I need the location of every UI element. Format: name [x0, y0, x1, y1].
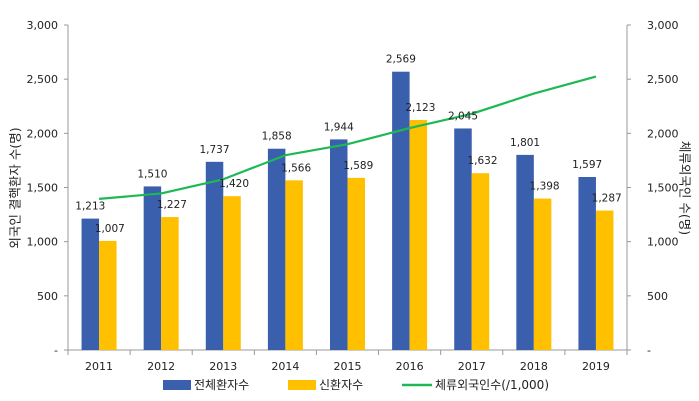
bar-total — [578, 176, 596, 350]
x-tick-label: 2014 — [271, 360, 299, 373]
bar-total — [454, 128, 472, 350]
data-label-total: 1,801 — [510, 137, 540, 149]
bar-new — [409, 120, 428, 350]
data-label-new: 1,287 — [592, 193, 622, 205]
data-label-total: 1,213 — [75, 201, 105, 213]
data-label-new: 1,566 — [281, 162, 311, 174]
data-label-total: 1,858 — [262, 131, 292, 143]
x-tick-label: 2012 — [147, 360, 175, 373]
data-label-total: 2,569 — [386, 54, 416, 66]
y-right-tick-label: 2,000 — [647, 127, 679, 140]
bar-new — [595, 210, 614, 350]
x-tick-label: 2019 — [582, 360, 610, 373]
bar-total — [143, 186, 162, 350]
x-tick-label: 2016 — [396, 360, 424, 373]
bar-total — [267, 148, 286, 350]
x-tick-label: 2018 — [520, 360, 548, 373]
line-foreigners — [98, 75, 597, 200]
y-left-tick-label: 3,000 — [27, 19, 59, 32]
bar-new — [99, 240, 117, 350]
legend-swatch-new — [288, 380, 316, 390]
data-label-new: 1,420 — [219, 178, 249, 190]
bar-new — [223, 196, 241, 350]
y-left-tick-label: 500 — [37, 290, 58, 303]
bar-total — [330, 139, 348, 350]
y-left-tick-label: - — [54, 344, 58, 357]
y-left-tick-label: 2,000 — [27, 127, 59, 140]
data-labels: 1,213 1,007 1,510 1,227 1,737 1,420 1,858 1,566… — [75, 54, 621, 235]
y-right-tick-label: - — [647, 344, 651, 357]
y-right-tick-label: 3,000 — [647, 19, 679, 32]
data-label-new: 1,227 — [157, 199, 187, 211]
bar-new — [161, 217, 179, 350]
bar-total — [205, 161, 224, 350]
y-axis-left-title: 외국인 결핵환자 수(명) — [8, 127, 23, 248]
data-label-new: 1,007 — [95, 223, 125, 235]
y-right-tick-label: 2,500 — [647, 73, 679, 86]
bar-new — [533, 198, 552, 350]
legend-label-new: 신환자수 — [319, 378, 363, 392]
data-label-total: 2,045 — [448, 110, 478, 122]
data-label-total: 1,737 — [199, 144, 229, 156]
axes: - 500 1,000 1,500 2,000 2,500 3,000 - 500 1,000 1,… — [27, 19, 679, 373]
y-axis-right-title: 체류외국인 수(명) — [678, 141, 693, 235]
bar-total — [516, 154, 534, 350]
data-label-total: 1,597 — [572, 159, 602, 171]
legend-label-foreigners: 체류외국인수(/1,000) — [435, 378, 549, 392]
data-label-new: 1,632 — [467, 155, 497, 167]
data-label-new: 1,589 — [343, 160, 373, 172]
legend: 전체환자수 신환자수 체류외국인수(/1,000) — [163, 378, 549, 392]
bar-new — [471, 173, 490, 350]
x-tick-label: 2011 — [85, 360, 113, 373]
y-right-tick-label: 500 — [647, 290, 668, 303]
x-tick-label: 2013 — [209, 360, 237, 373]
x-tick-label: 2015 — [334, 360, 362, 373]
data-label-total: 1,944 — [324, 121, 354, 133]
y-left-tick-label: 2,500 — [27, 73, 59, 86]
y-left-tick-label: 1,500 — [27, 182, 59, 195]
bars — [81, 71, 614, 351]
bar-new — [285, 180, 303, 350]
data-label-total: 1,510 — [137, 168, 167, 180]
bar-new — [347, 177, 365, 350]
bar-total — [392, 71, 410, 351]
data-label-new: 1,398 — [530, 181, 560, 193]
y-right-tick-label: 1,000 — [647, 236, 679, 249]
y-right-tick-label: 1,500 — [647, 182, 679, 195]
legend-label-total: 전체환자수 — [194, 378, 249, 392]
data-label-new: 2,123 — [405, 102, 435, 114]
y-left-tick-label: 1,000 — [27, 236, 59, 249]
legend-swatch-total — [163, 380, 191, 390]
line-series — [98, 75, 597, 200]
bar-total — [81, 218, 100, 350]
x-tick-label: 2017 — [458, 360, 486, 373]
